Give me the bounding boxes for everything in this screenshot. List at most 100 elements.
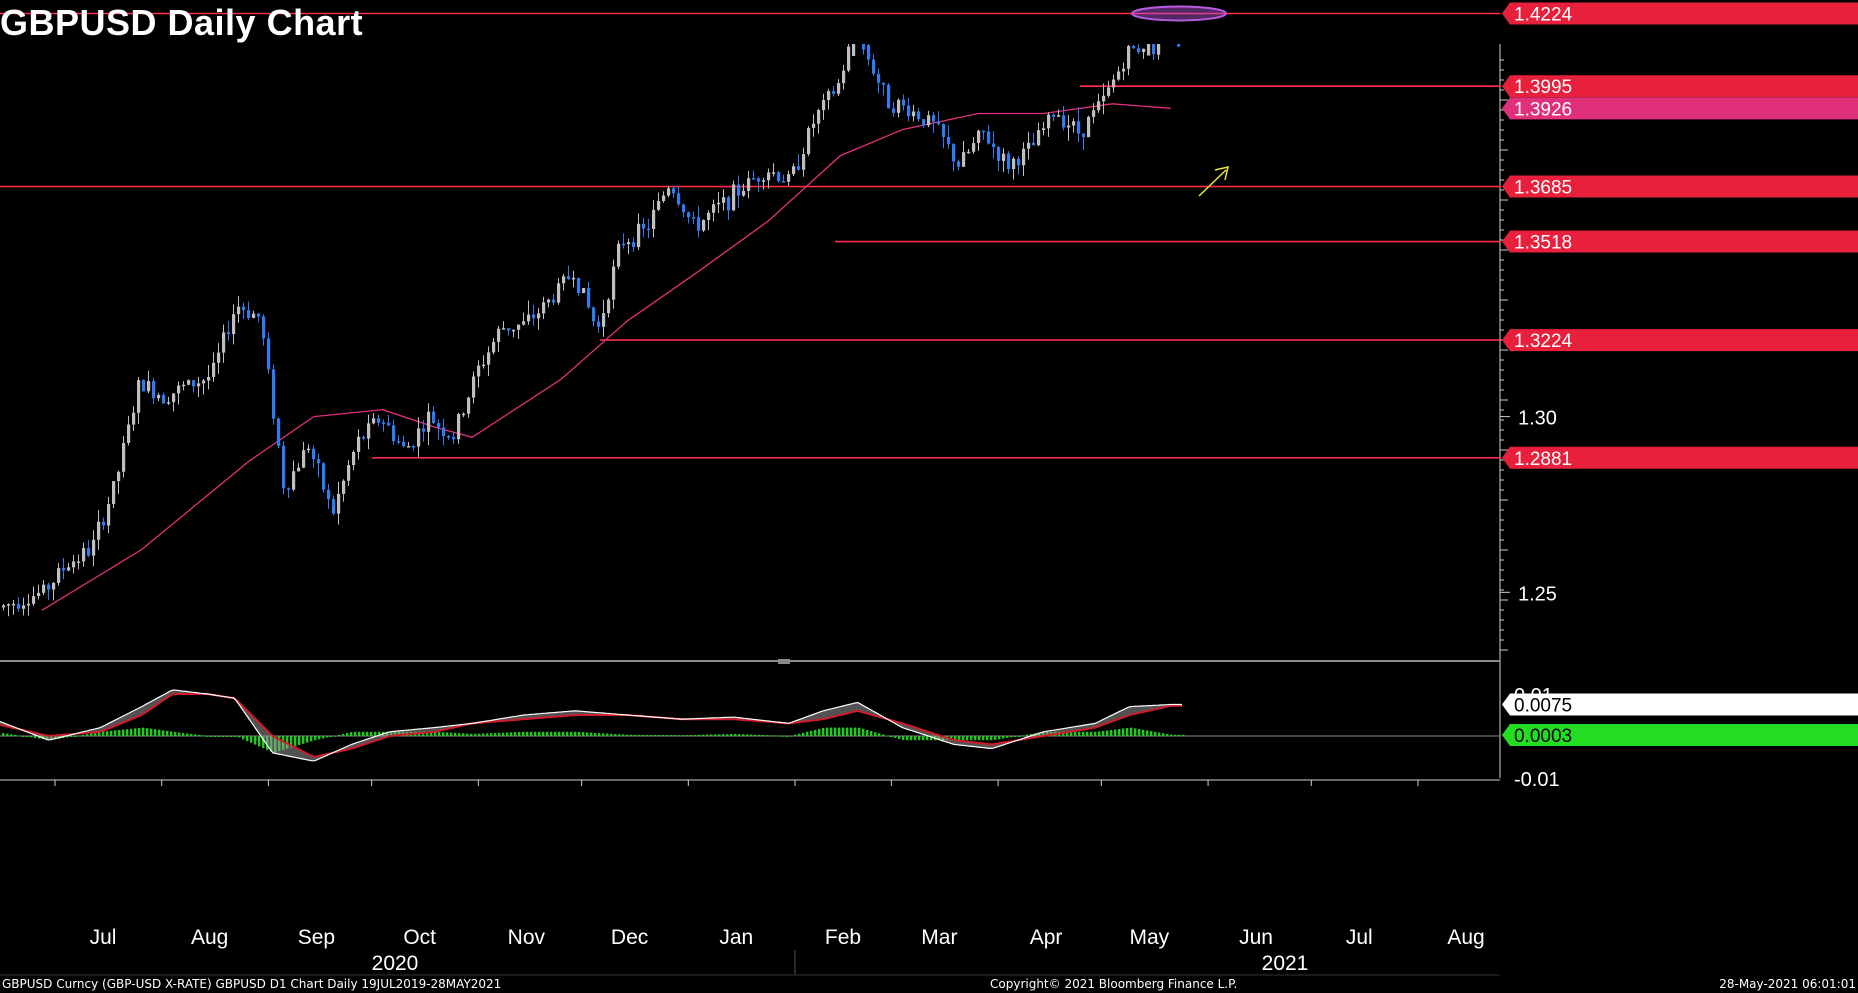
macd-histogram-bar [374,731,377,736]
candle-body [732,184,736,211]
candle-body [307,448,311,451]
macd-histogram-bar [1118,729,1121,736]
candle-body [487,352,491,365]
macd-histogram-bar [966,736,969,741]
annotation-layer [1131,5,1230,197]
candle-body [787,174,791,182]
candle-body [147,381,151,392]
year-label: 2021 [1262,952,1309,975]
candle-body [907,105,911,117]
candle-body [697,217,701,231]
candle-body [957,161,961,167]
candle-body [652,209,656,229]
macd-histogram-bar [1142,729,1145,736]
y-tick-label: 1.30 [1518,408,1557,430]
macd-histogram-bar [642,734,645,736]
macd-histogram-bar [970,736,973,741]
candle-body [862,44,866,50]
candle-body [712,204,716,213]
candle-body [687,212,691,218]
candle-body [1027,142,1031,149]
macd-histogram-bar [1066,731,1069,736]
macd-histogram-bar [566,731,569,736]
candle-body [262,316,266,339]
macd-histogram-bar [310,736,313,742]
candle-body [407,446,411,448]
candle-body [267,338,271,370]
candle-body [117,471,121,482]
x-tick-label: May [1130,926,1170,949]
candle-body [542,302,546,314]
macd-histogram-bar [326,736,329,738]
candle-body [447,436,451,438]
candle-body [747,178,751,191]
macd-histogram-bar [1174,734,1177,736]
macd-histogram-bar [554,731,557,736]
candle-body [327,489,331,500]
candle-body [1077,121,1081,134]
macd-histogram-bar [842,727,845,736]
macd-histogram-bar [630,734,633,736]
candle-body [102,521,106,526]
macd-histogram-bar [466,733,469,736]
macd-histogram-bar [894,736,897,738]
macd-histogram-bar [850,727,853,736]
candle-body [357,436,361,452]
candle-body [677,193,681,205]
candle-body [1142,48,1146,53]
macd-histogram-bar [38,736,41,739]
macd-histogram-bar [726,734,729,736]
macd-histogram-bar [638,734,641,736]
candle-body [1007,153,1011,169]
histogram-value-label: 0.0003 [1514,726,1572,747]
macd-histogram-bar [870,731,873,736]
macd-histogram-bar [334,735,337,737]
macd-histogram-bar [694,734,697,736]
macd-histogram-bar [1158,732,1161,736]
macd-histogram-bar [974,736,977,741]
candle-body [622,243,626,246]
macd-histogram-bar [734,733,737,736]
macd-histogram-bar [802,732,805,736]
candle-body [167,402,171,404]
macd-histogram-bar [430,731,433,736]
candle-body [32,596,36,604]
candle-body [1122,68,1126,72]
macd-histogram-bar [762,734,765,736]
x-tick-label: Mar [921,926,957,949]
candle-body [942,124,946,137]
level-price-label: 1.3685 [1514,178,1572,199]
candle-body [77,561,81,563]
macd-histogram-bar [730,733,733,736]
candle-body [702,220,706,231]
macd-histogram-bar [1114,729,1117,736]
macd-histogram-bar [718,734,721,736]
macd-histogram-bar [26,736,29,737]
candle-body [1072,121,1076,126]
macd-histogram-bar [862,728,865,736]
candle-body [107,504,111,526]
candle-body [252,313,256,318]
candle-body [922,119,926,126]
macd-histogram-bar [998,736,1001,740]
candle-body [582,288,586,294]
macd-histogram-bar [578,731,581,736]
macd-histogram-bar [302,736,305,744]
macd-histogram-bar [706,734,709,736]
candle-body [567,276,571,279]
candle-body [227,332,231,335]
candle-body [617,243,621,267]
candle-body [1112,79,1116,88]
candle-body [1042,128,1046,131]
macd-histogram-bar [990,736,993,741]
candle-body [902,99,906,106]
macd-histogram-bar [454,732,457,736]
candle-body [427,411,431,432]
macd-histogram-bar [182,732,185,736]
level-price-label-bg [1502,230,1858,253]
candle-body [57,568,61,583]
candle-body [282,445,286,489]
macd-histogram-bar [1098,731,1101,736]
macd-histogram-bar [622,734,625,736]
candle-body [292,471,296,490]
